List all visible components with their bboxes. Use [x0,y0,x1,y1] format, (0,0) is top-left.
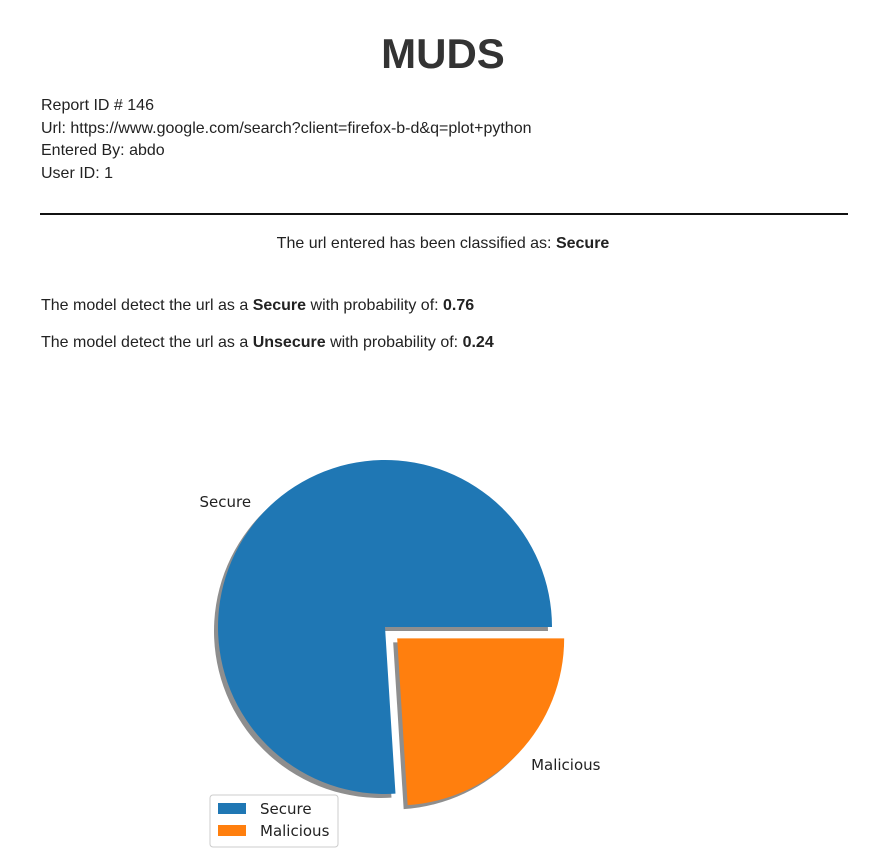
pie-label-malicious: Malicious [531,756,601,774]
pie-slice-secure [218,460,553,795]
probability-middle: with probability of: [330,334,459,351]
report-id-label: Report ID # [41,97,123,114]
report-url-value: https://www.google.com/search?client=fir… [70,119,532,137]
probability-middle: with probability of: [310,297,439,314]
pie-slice-malicious [397,638,565,806]
legend-label-secure: Secure [260,800,312,818]
section-divider [40,213,848,215]
legend-label-malicious: Malicious [260,822,330,840]
user-id-label: User ID: [41,164,100,182]
probability-label: Secure [252,297,307,314]
classification-text: The url entered has been classified as: … [0,235,886,253]
probability-value: 0.24 [462,334,494,351]
classification-prefix: The url entered has been classified as: [276,235,552,252]
pie-label-secure: Secure [200,493,252,511]
probability-line-unsecure: The model detect the url as a Unsecure w… [41,334,494,352]
probability-prefix: The model detect the url as a [41,334,249,351]
probability-prefix: The model detect the url as a [41,297,249,314]
report-id-value: 146 [127,97,154,114]
probability-value: 0.76 [443,297,475,314]
report-url-label: Url: [41,119,66,137]
page-title: MUDS [381,30,505,77]
classification-result: Secure [555,235,610,252]
legend-swatch-malicious [218,825,246,836]
user-id-value: 1 [104,164,114,182]
report-meta: Report ID # 146 Url: https://www.google.… [41,95,532,185]
user-id-line: User ID: 1 [41,163,532,186]
report-url-line: Url: https://www.google.com/search?clien… [41,118,532,141]
probability-label: Unsecure [252,334,326,351]
legend-swatch-secure [218,803,246,814]
entered-by-label: Entered By: [41,142,125,159]
entered-by-value: abdo [129,142,165,159]
probability-line-secure: The model detect the url as a Secure wit… [41,297,474,315]
report-id-line: Report ID # 146 [41,95,532,118]
entered-by-line: Entered By: abdo [41,140,532,163]
